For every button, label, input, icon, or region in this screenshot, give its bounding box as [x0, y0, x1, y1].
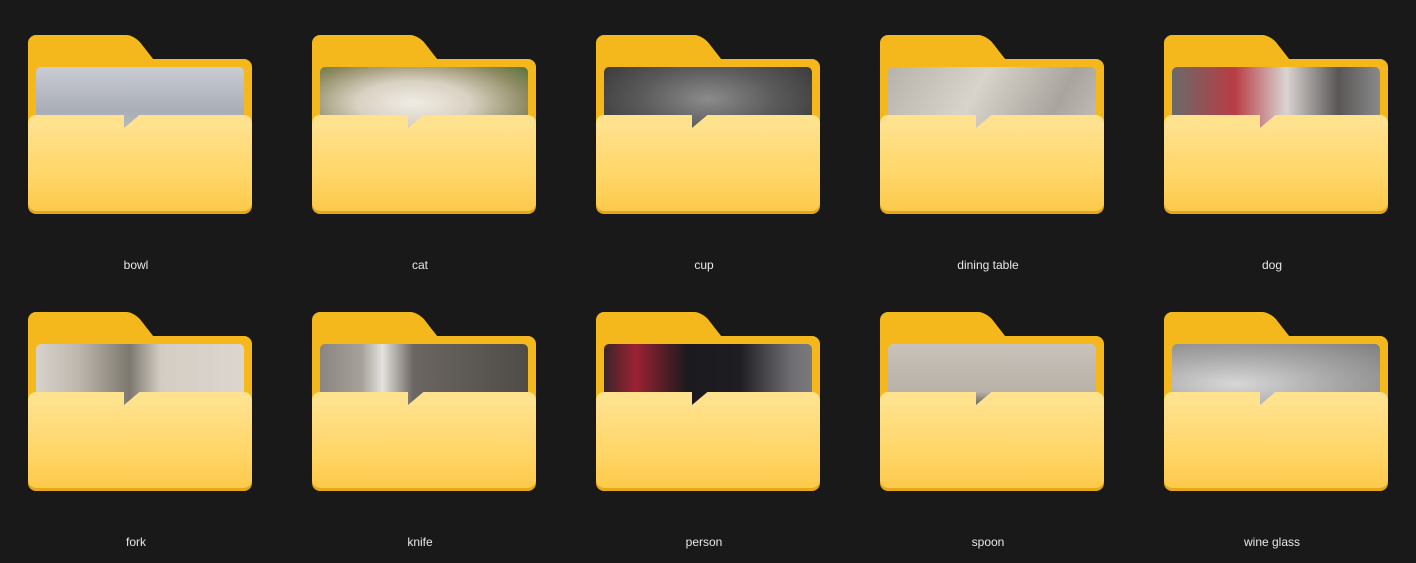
folder-label: dog [1261, 258, 1283, 272]
folder-icon [28, 312, 254, 492]
folder-icon [880, 312, 1106, 492]
folder-icon [312, 35, 538, 215]
folder-item-spoon[interactable]: spoon [868, 312, 1108, 562]
folder-label: cup [694, 258, 714, 272]
folder-icon [596, 312, 822, 492]
folder-item-cat[interactable]: cat [300, 35, 540, 285]
folder-icon [312, 312, 538, 492]
folder-label: fork [125, 535, 146, 549]
folder-item-dog[interactable]: dog [1152, 35, 1392, 285]
folder-item-knife[interactable]: knife [300, 312, 540, 562]
folder-label: knife [407, 535, 433, 549]
folder-label: person [685, 535, 723, 549]
folder-item-cup[interactable]: cup [584, 35, 824, 285]
folder-icon [28, 35, 254, 215]
folder-icon [880, 35, 1106, 215]
folder-label: dining table [957, 258, 1019, 272]
folder-icon [1164, 35, 1390, 215]
folder-item-wine-glass[interactable]: wine glass [1152, 312, 1392, 562]
folder-icon [596, 35, 822, 215]
folder-item-person[interactable]: person [584, 312, 824, 562]
folder-label: wine glass [1243, 535, 1301, 549]
folder-label: cat [411, 258, 428, 272]
folder-item-dining-table[interactable]: dining table [868, 35, 1108, 285]
folder-icon [1164, 312, 1390, 492]
folder-label: bowl [123, 258, 149, 272]
folder-item-fork[interactable]: fork [16, 312, 256, 562]
folder-label: spoon [971, 535, 1005, 549]
folder-item-bowl[interactable]: bowl [16, 35, 256, 285]
